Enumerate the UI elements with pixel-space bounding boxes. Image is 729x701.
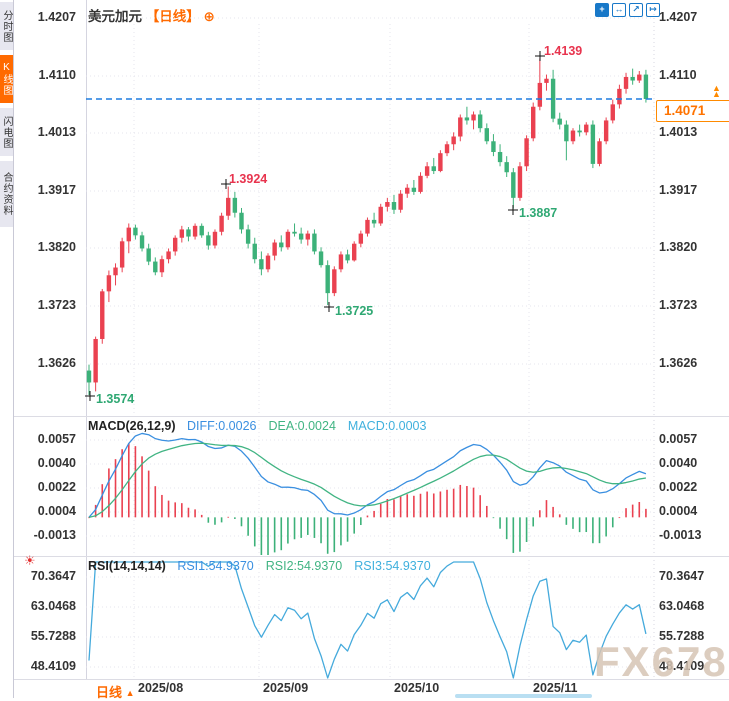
add-indicator-icon[interactable]: ⊕ (203, 9, 215, 24)
fx678-watermark: FX678 (594, 638, 728, 685)
axis-gutter-divider (86, 0, 87, 679)
period-tag[interactable]: 【日线】 (145, 9, 200, 24)
panel-separator (14, 416, 729, 417)
current-price-box: 1.4071 (656, 100, 729, 122)
indicator-settings-sun-icon[interactable]: ☀ (24, 553, 36, 568)
legend-item: RSI1:54.9370 (177, 559, 254, 573)
price-alert-arrow-icon: ▲ ▲ (712, 83, 721, 99)
candlestick-chart[interactable] (0, 0, 729, 417)
sidebar-item-lightning-chart[interactable]: 闪电图 (0, 108, 13, 156)
chevron-up-icon: ▲ (125, 688, 135, 698)
period-selector[interactable]: 日线 ▲ (96, 682, 135, 701)
rsi-chart[interactable] (0, 557, 729, 680)
move-tool-icon[interactable]: + (595, 3, 609, 17)
tab-label: K线图 (1, 62, 12, 96)
rsi-legend: RSI(14,14,14) RSI1:54.9370 RSI2:54.9370 RS… (88, 559, 443, 573)
symbol-name: 美元加元 (88, 9, 142, 24)
horizontal-scrollbar[interactable] (455, 694, 592, 698)
exit-tool-icon[interactable]: ↦ (646, 3, 660, 17)
rsi-title: RSI(14,14,14) (88, 559, 166, 573)
sidebar-item-kline-chart[interactable]: K线图 (0, 55, 13, 103)
sidebar-item-contract-info[interactable]: 合约资料 (0, 161, 13, 227)
legend-item: DIFF:0.0026 (187, 419, 257, 433)
sidebar-divider (13, 0, 14, 698)
tab-label: 合约资料 (1, 172, 12, 216)
tab-label: 分时图 (1, 9, 12, 43)
legend-item: RSI2:54.9370 (265, 559, 343, 573)
macd-chart[interactable] (0, 417, 729, 557)
legend-item: MACD:0.0003 (347, 419, 427, 433)
macd-legend: MACD(26,12,9) DIFF:0.0026 DEA:0.0024 MACD:… (88, 419, 438, 433)
x-axis-bar (14, 680, 729, 698)
tab-label: 闪电图 (1, 115, 12, 149)
horizontal-scale-icon[interactable]: ↔ (612, 3, 626, 17)
sidebar-item-time-chart[interactable]: 分时图 (0, 2, 13, 50)
panel-separator (14, 556, 729, 557)
panel-separator (14, 679, 729, 680)
period-selector-label: 日线 (96, 685, 123, 700)
legend-item: DEA:0.0024 (268, 419, 336, 433)
chart-title: 美元加元 【日线】 ⊕ (88, 5, 215, 25)
diagonal-scale-icon[interactable]: ↗ (629, 3, 643, 17)
macd-title: MACD(26,12,9) (88, 419, 176, 433)
legend-item: RSI3:54.9370 (354, 559, 431, 573)
